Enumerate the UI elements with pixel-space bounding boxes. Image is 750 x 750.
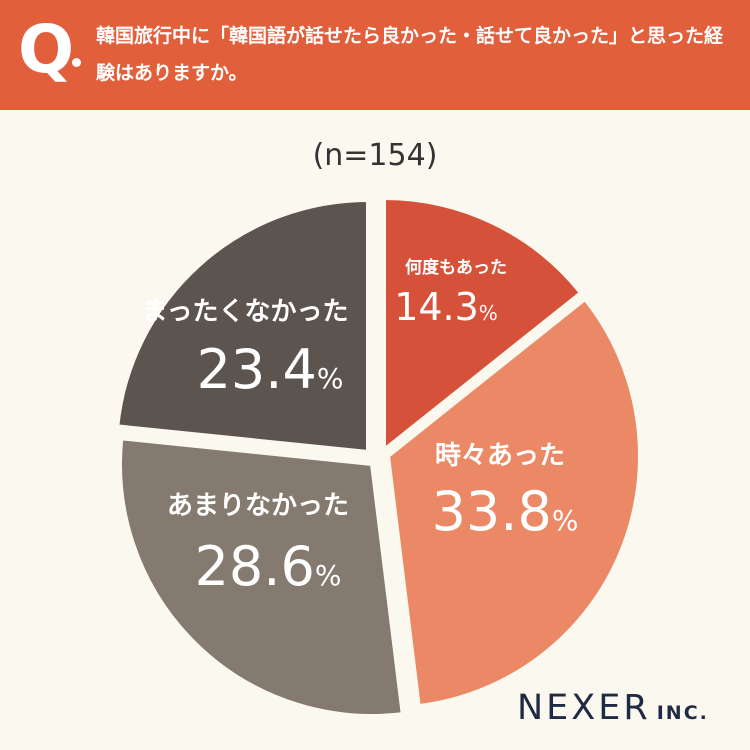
slice-label-2: 時々あった [435, 441, 565, 471]
slice-label-1: 何度もあった [405, 257, 507, 278]
logo-name: NEXER [517, 688, 651, 728]
logo-suffix: INC. [656, 702, 709, 724]
question-banner: Q 韓国旅行中に「韓国語が話せたら良かった・話せて良かった」と思った経験はありま… [0, 0, 750, 110]
nexer-logo: NEXER INC. [517, 688, 709, 728]
slice-unit-2: % [552, 504, 579, 537]
slice-label-4: まったくなかった [142, 297, 349, 327]
sample-size: (n=154) [312, 138, 438, 173]
pie-slice-2 [386, 296, 642, 709]
question-text: 韓国旅行中に「韓国語が話せたら良かった・話せて良かった」と思った経験はありますか… [96, 25, 724, 84]
slice-unit-3: % [315, 559, 342, 592]
slice-unit-1: % [479, 301, 498, 325]
pie-slice-4 [115, 198, 370, 454]
slice-label-3: あまりなかった [167, 491, 349, 521]
pie-slice-1 [382, 196, 584, 452]
slice-unit-4: % [317, 362, 344, 395]
pie-slice-3 [118, 436, 405, 718]
question-mark: Q [18, 11, 75, 88]
question-dot-icon [72, 58, 81, 67]
